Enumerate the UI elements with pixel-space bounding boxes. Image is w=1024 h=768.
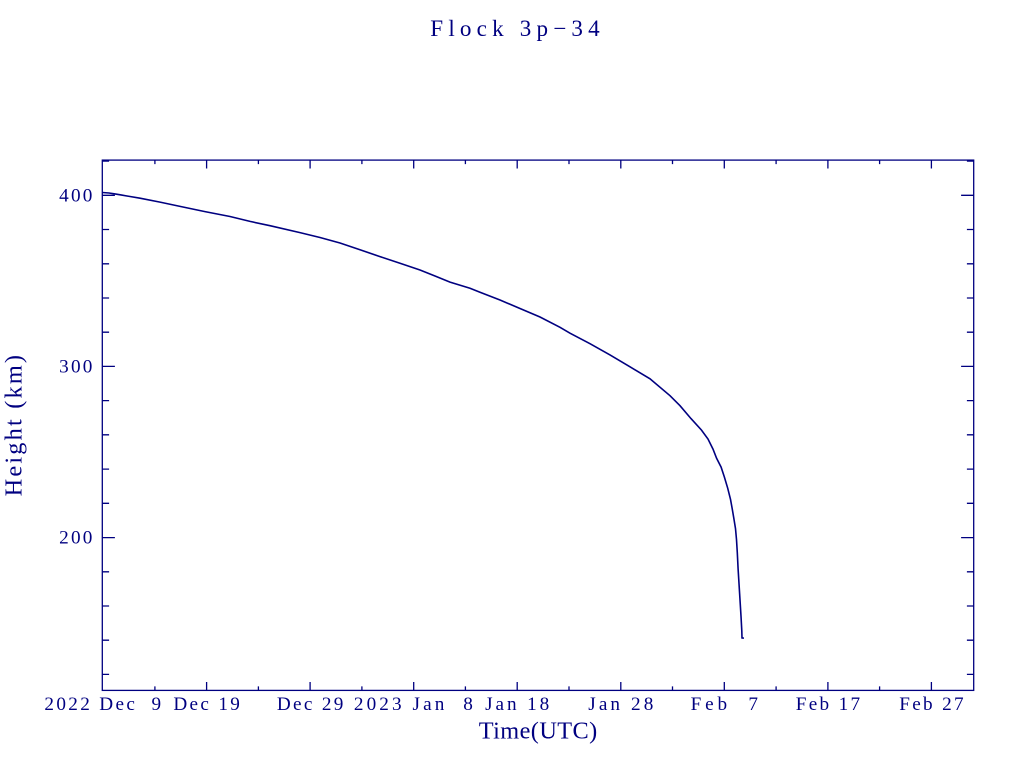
svg-text:300: 300 bbox=[59, 357, 95, 378]
svg-text:200: 200 bbox=[59, 528, 95, 549]
svg-text:Feb 7: Feb 7 bbox=[691, 694, 762, 715]
svg-text:Dec 29: Dec 29 bbox=[277, 694, 346, 715]
svg-text:2023 Jan 8: 2023 Jan 8 bbox=[354, 694, 476, 715]
svg-text:Feb 27: Feb 27 bbox=[899, 694, 966, 715]
svg-text:2022 Dec 9: 2022 Dec 9 bbox=[44, 694, 163, 715]
svg-text:Jan 28: Jan 28 bbox=[588, 694, 656, 715]
svg-text:400: 400 bbox=[59, 186, 95, 207]
svg-text:Feb 17: Feb 17 bbox=[796, 694, 863, 715]
svg-text:Flock 3p−34: Flock 3p−34 bbox=[430, 15, 605, 41]
svg-text:Jan 18: Jan 18 bbox=[485, 694, 552, 715]
svg-text:Dec 19: Dec 19 bbox=[173, 694, 242, 715]
svg-text:Time(UTC): Time(UTC) bbox=[479, 718, 598, 745]
svg-text:Height (km): Height (km) bbox=[1, 353, 28, 497]
